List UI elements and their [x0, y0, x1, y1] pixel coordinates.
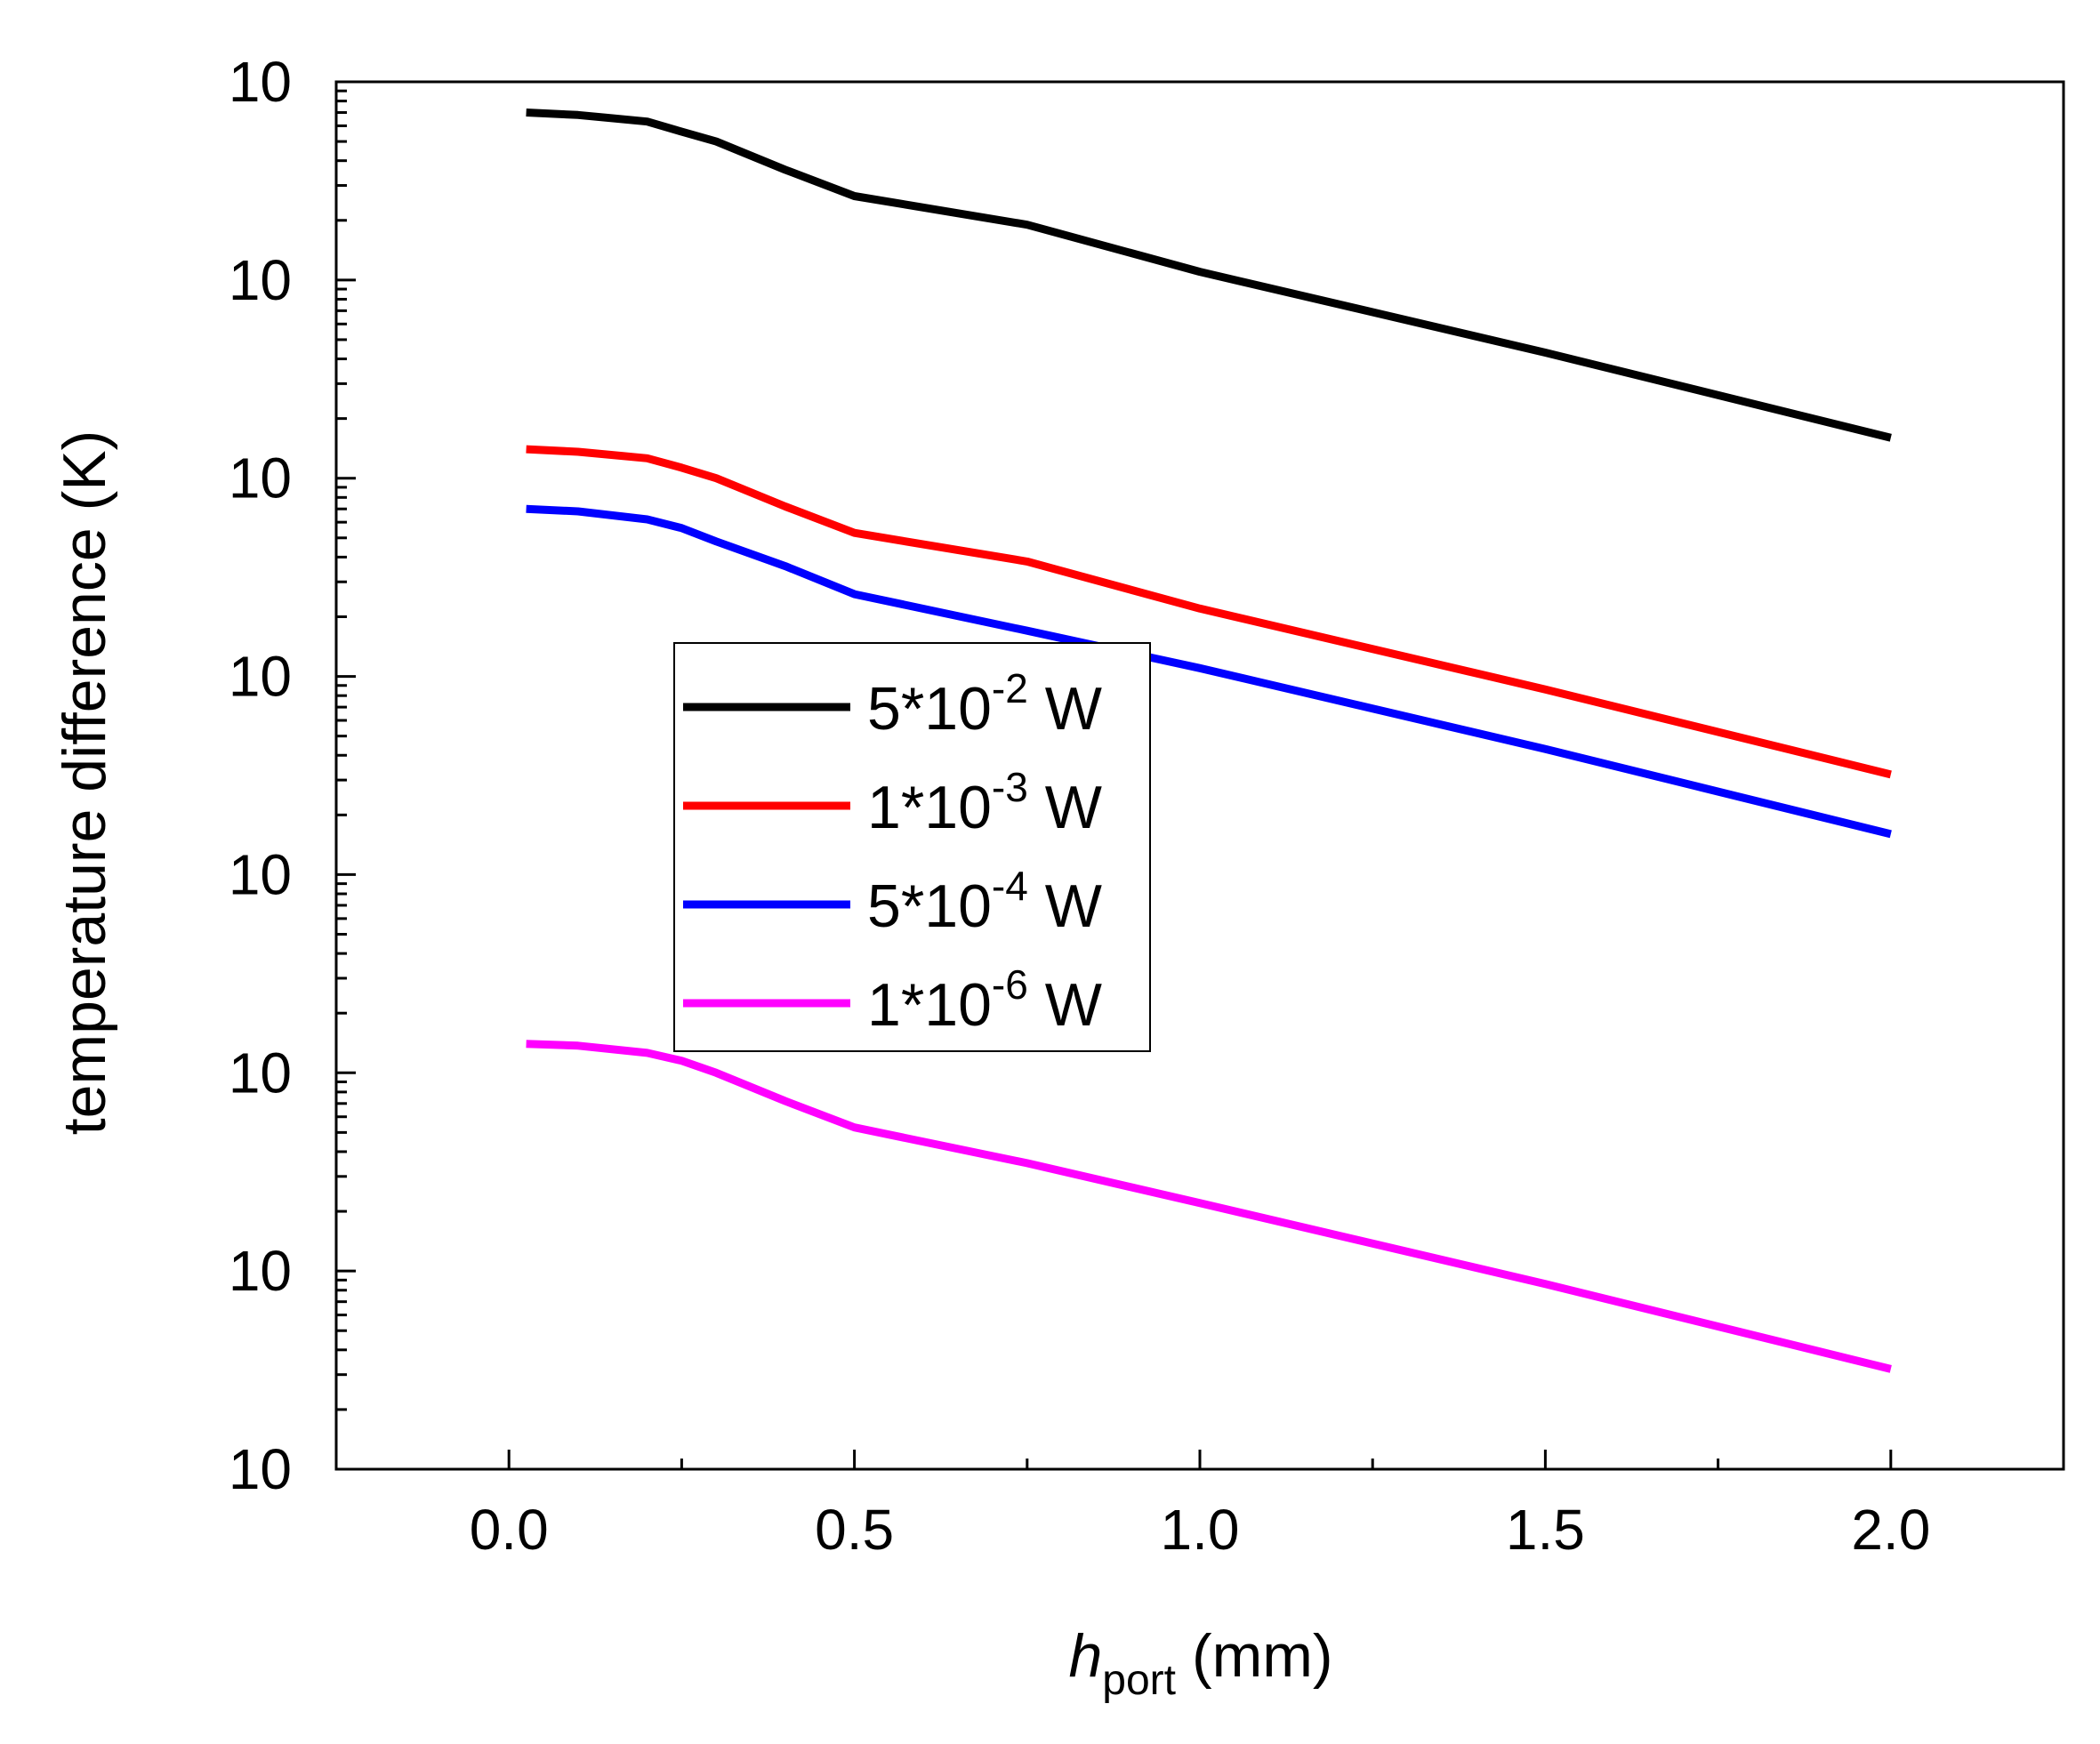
legend-label-base: 1*10 [867, 971, 992, 1039]
y-tick-base: 10 [229, 446, 292, 510]
legend-label-base: 1*10 [867, 774, 992, 841]
legend-label: 5*10-2 W [867, 665, 1102, 743]
x-axis-title-main: h [1068, 1622, 1102, 1690]
y-tick-base: 10 [229, 645, 292, 709]
x-axis-title: hport (mm) [1068, 1622, 1332, 1704]
x-tick-label: 0.0 [470, 1498, 549, 1562]
plot-frame [334, 80, 2065, 1471]
legend-label: 5*10-4 W [867, 863, 1102, 940]
y-tick-base: 10 [229, 1041, 292, 1105]
series-layer [526, 108, 1892, 1373]
y-tick-label: 10 [229, 50, 292, 114]
y-axis-title: temperature difference (K) [51, 430, 118, 1135]
legend-label-exponent: -3 [992, 764, 1028, 810]
y-tick-label: 10 [229, 1041, 292, 1105]
x-tick-label: 1.5 [1506, 1498, 1585, 1562]
y-tick-label: 10 [229, 446, 292, 510]
legend-label-exponent: -2 [992, 665, 1028, 711]
legend: 5*10-2 W1*10-3 W5*10-4 W1*10-6 W [673, 642, 1151, 1052]
x-tick-label: 2.0 [1851, 1498, 1930, 1562]
series-line-0 [526, 108, 1892, 442]
legend-label-exponent: -4 [992, 863, 1028, 909]
legend-label: 1*10-6 W [867, 961, 1102, 1039]
legend-label: 1*10-3 W [867, 764, 1102, 841]
series-line-3 [526, 1040, 1892, 1373]
series-line-1 [526, 445, 1892, 779]
y-tick-label: 10 [229, 1437, 292, 1501]
y-tick-base: 10 [229, 842, 292, 906]
y-tick-label: 10 [229, 1239, 292, 1303]
y-tick-label: 10 [229, 842, 292, 906]
legend-label-exponent: -6 [992, 961, 1028, 1008]
x-axis-title-sub: port [1102, 1657, 1176, 1704]
legend-label-base: 5*10 [867, 675, 992, 743]
legend-label-base: 5*10 [867, 872, 992, 940]
legend-label-unit: W [1028, 872, 1102, 940]
series-line-2 [526, 504, 1892, 839]
y-tick-label: 10 [229, 645, 292, 709]
legend-label-unit: W [1028, 774, 1102, 841]
x-tick-label: 1.0 [1161, 1498, 1240, 1562]
legend-label-unit: W [1028, 675, 1102, 743]
ticks-layer [336, 80, 1893, 1471]
legend-label-unit: W [1028, 971, 1102, 1039]
y-tick-base: 10 [229, 248, 292, 312]
labels-layer: 0.00.51.01.52.010010-110-210-310-410-510… [229, 50, 1930, 1562]
y-tick-label: 10 [229, 248, 292, 312]
y-tick-base: 10 [229, 50, 292, 114]
y-tick-base: 10 [229, 1437, 292, 1501]
x-axis-title-unit: (mm) [1192, 1622, 1333, 1690]
y-tick-base: 10 [229, 1239, 292, 1303]
x-tick-label: 0.5 [815, 1498, 894, 1562]
